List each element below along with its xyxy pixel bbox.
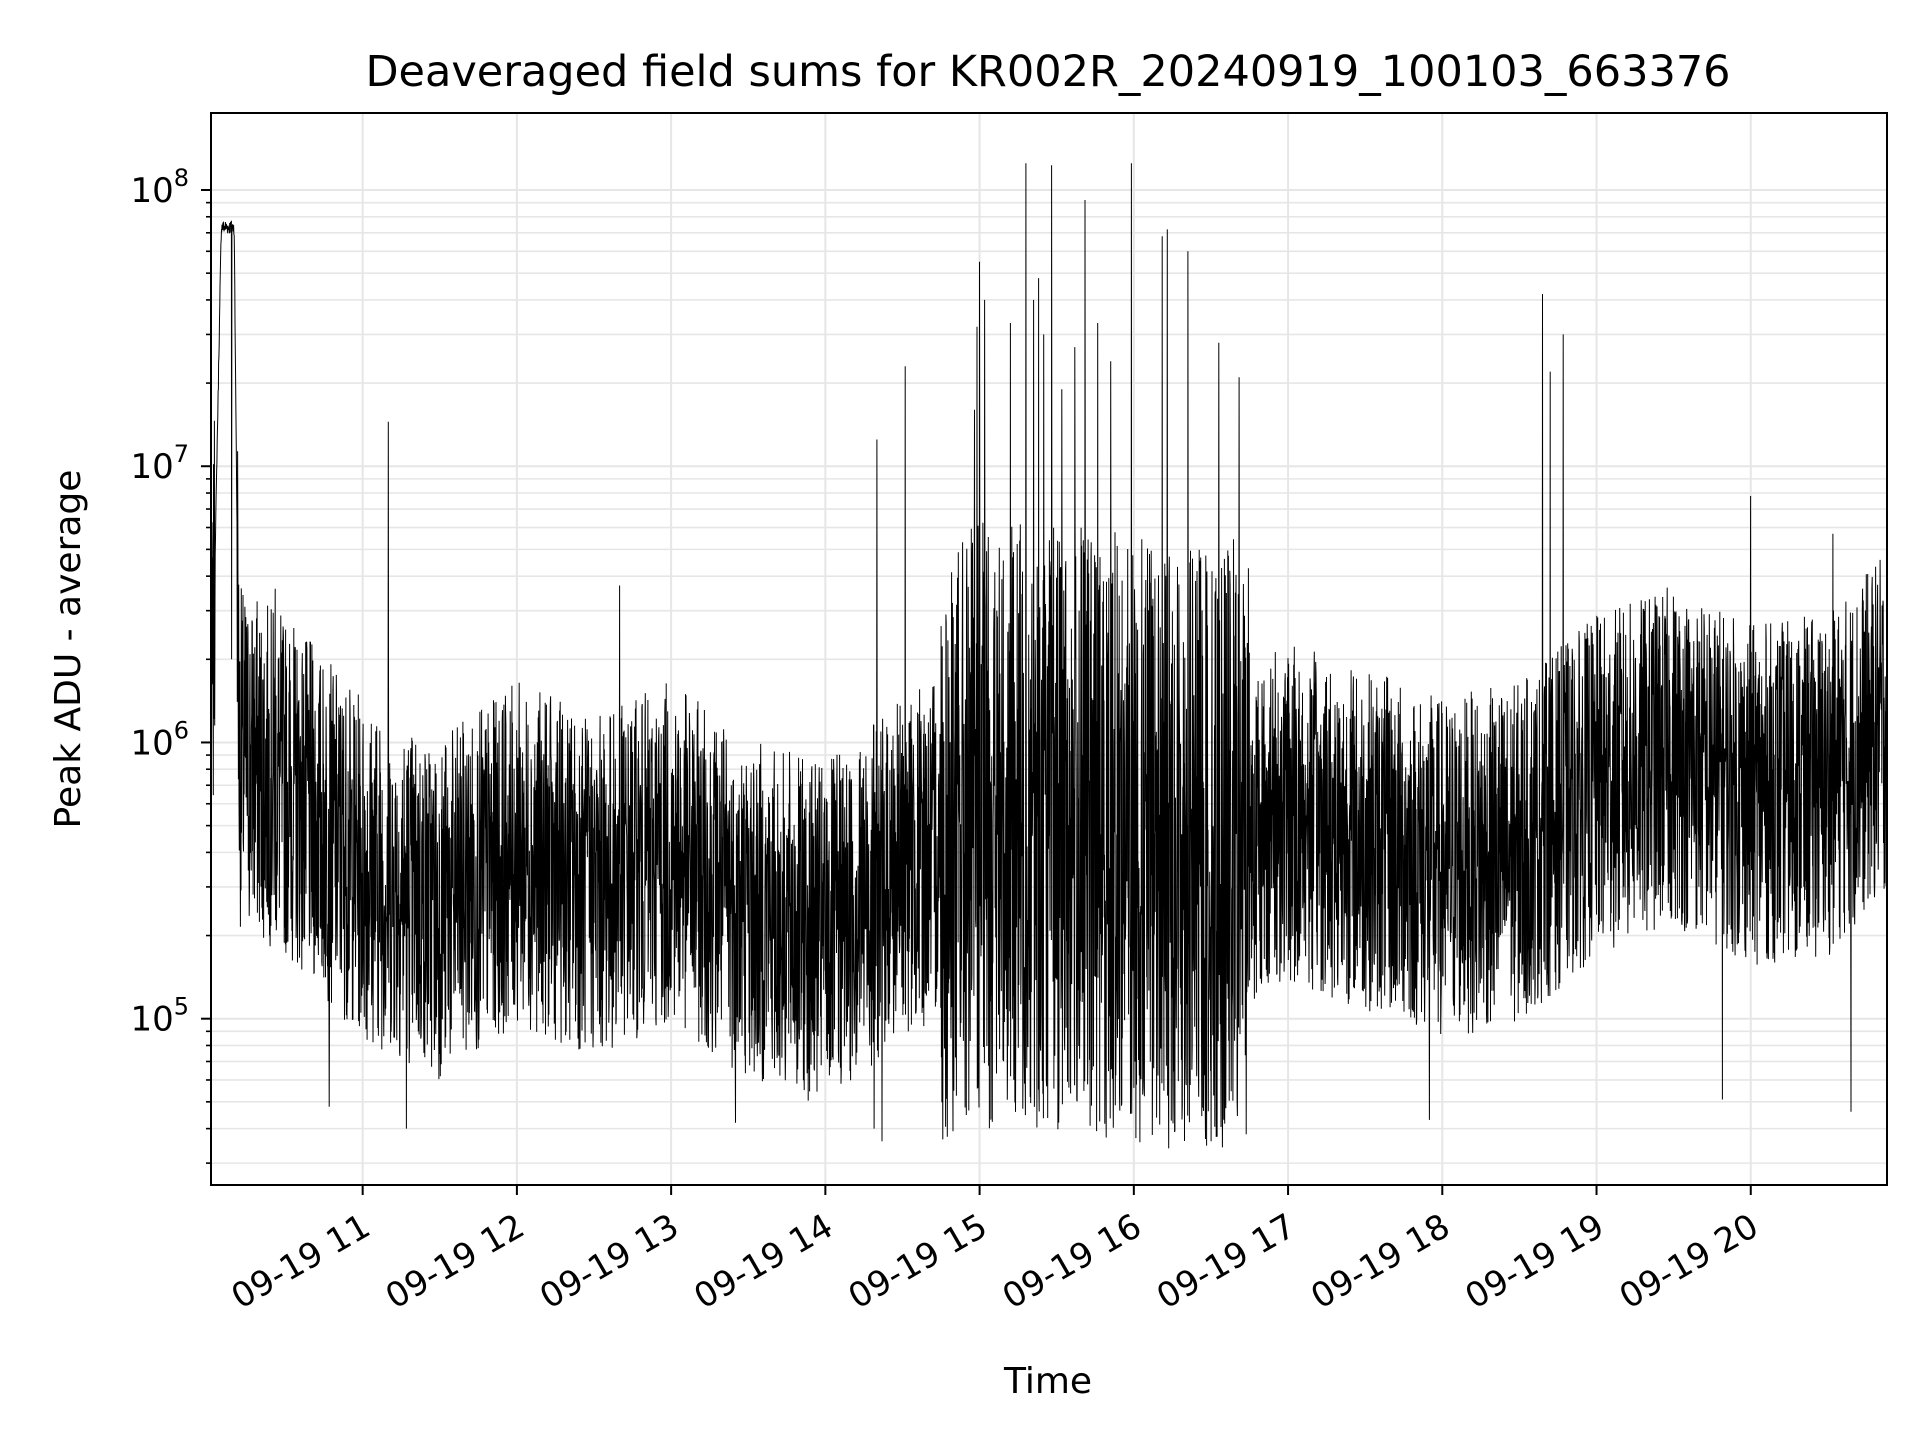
series	[210, 163, 1888, 1149]
chart-title: Deaveraged field sums for KR002R_2024091…	[365, 47, 1730, 97]
series-line	[210, 163, 1888, 1149]
y-axis-label: Peak ADU - average	[48, 470, 89, 829]
plot-frame	[210, 112, 1888, 1186]
y-tick-label: 107	[130, 440, 189, 487]
y-axis-ticks: 105 106 107 108	[130, 164, 211, 1164]
x-axis-label: Time	[1003, 1361, 1092, 1402]
y-tick-label: 108	[130, 164, 189, 211]
y-tick-label: 106	[130, 716, 189, 763]
y-tick-label: 105	[130, 993, 189, 1040]
